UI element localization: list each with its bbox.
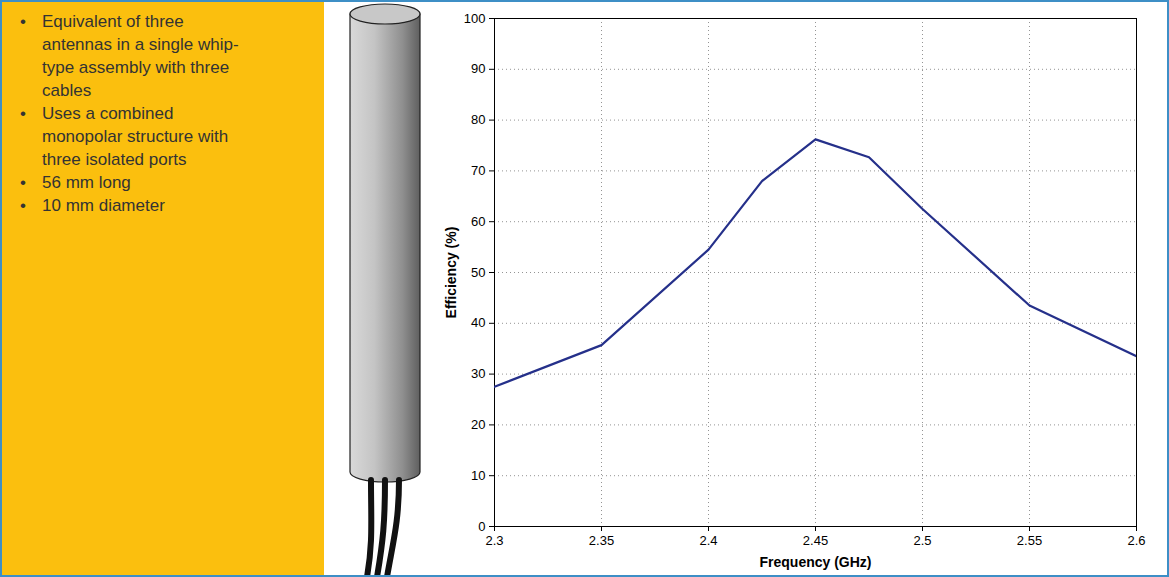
svg-text:Efficiency (%): Efficiency (%) bbox=[443, 227, 459, 319]
html-text:Equivalent of three antennas i: Equivalent of three antennas in a single… bbox=[42, 12, 239, 100]
svg-text:2.55: 2.55 bbox=[1017, 533, 1042, 548]
svg-text:90: 90 bbox=[471, 61, 485, 76]
svg-text:50: 50 bbox=[471, 265, 485, 280]
svg-text:2.45: 2.45 bbox=[803, 533, 828, 548]
svg-text:60: 60 bbox=[471, 214, 485, 229]
svg-text:30: 30 bbox=[471, 366, 485, 381]
html-text:Uses a combined monopolar stru: Uses a combined monopolar structure with… bbox=[42, 104, 229, 169]
svg-text:2.4: 2.4 bbox=[699, 533, 717, 548]
svg-text:20: 20 bbox=[471, 417, 485, 432]
svg-text:2.5: 2.5 bbox=[913, 533, 931, 548]
svg-text:2.3: 2.3 bbox=[485, 533, 503, 548]
svg-text:70: 70 bbox=[471, 163, 485, 178]
svg-text:Frequency (GHz): Frequency (GHz) bbox=[759, 554, 871, 570]
svg-text:2.35: 2.35 bbox=[589, 533, 614, 548]
svg-text:40: 40 bbox=[471, 315, 485, 330]
html-text:56 mm long: 56 mm long bbox=[42, 173, 131, 192]
html-text:10 mm diameter: 10 mm diameter bbox=[42, 196, 165, 215]
svg-text:10: 10 bbox=[471, 468, 485, 483]
svg-text:80: 80 bbox=[471, 112, 485, 127]
svg-text:2.6: 2.6 bbox=[1127, 533, 1145, 548]
svg-text:0: 0 bbox=[478, 519, 485, 534]
svg-text:100: 100 bbox=[464, 11, 486, 26]
